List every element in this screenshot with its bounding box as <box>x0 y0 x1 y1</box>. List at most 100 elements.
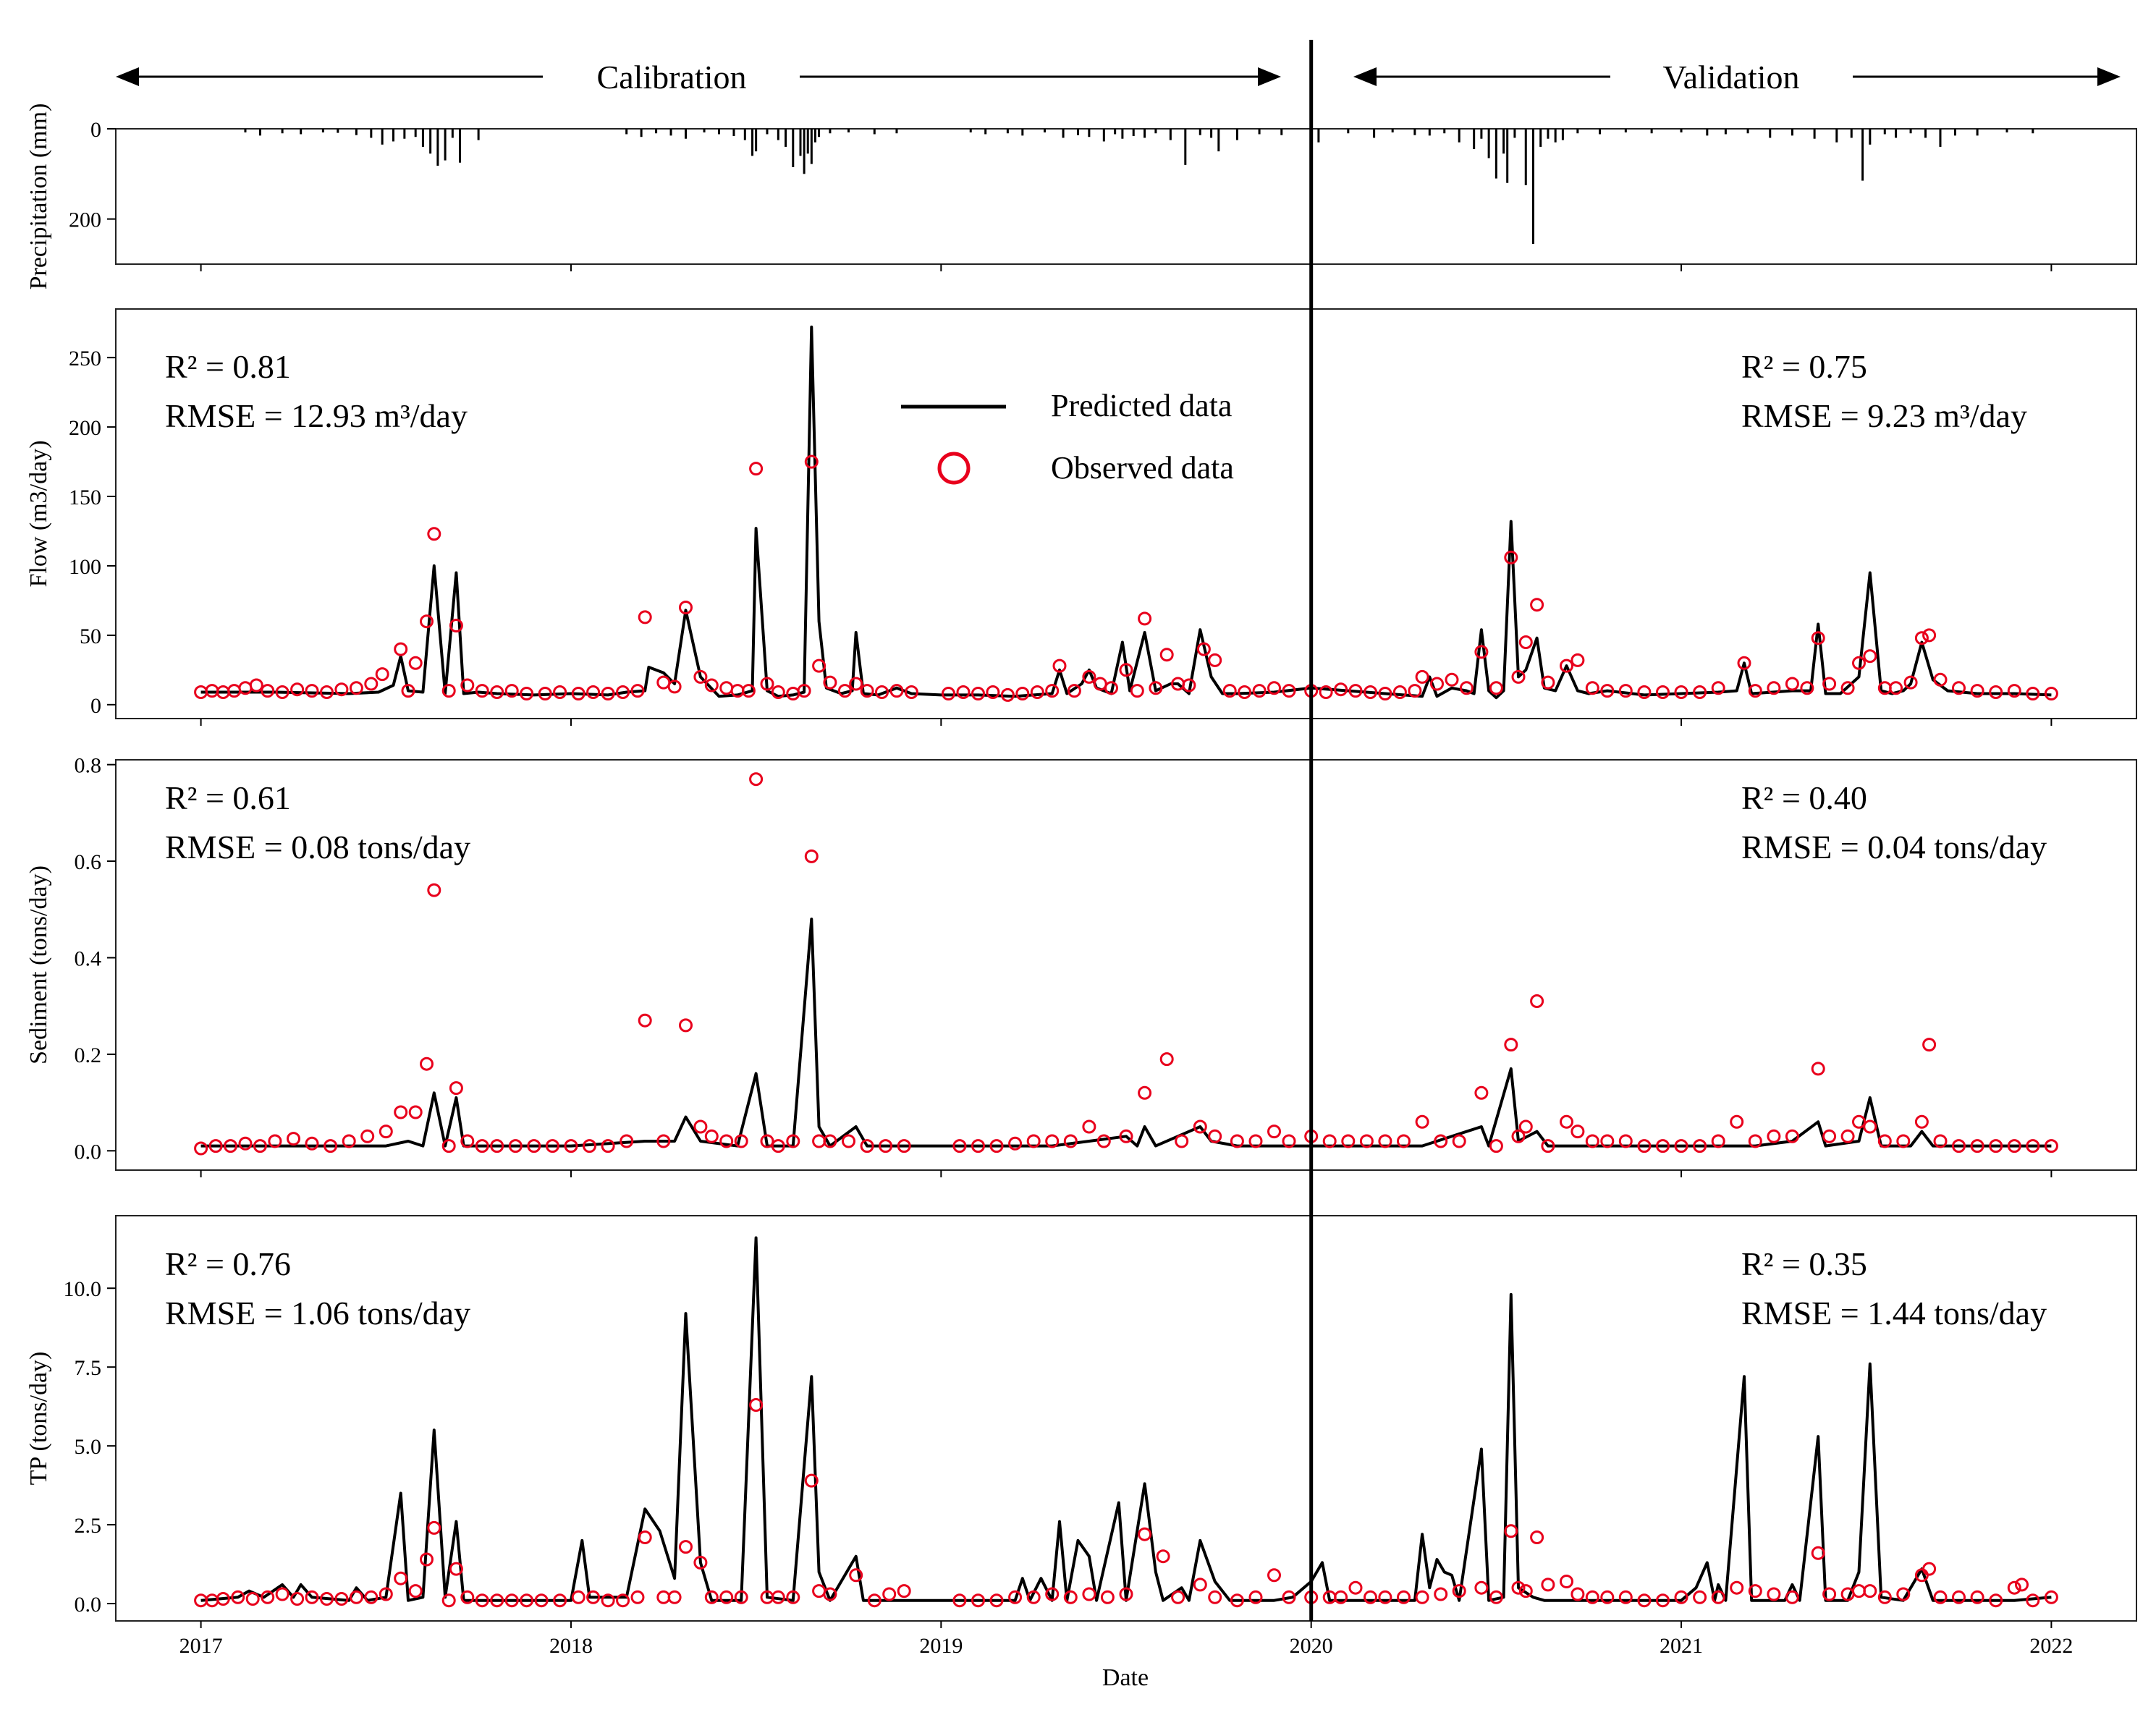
tp-observed-point <box>553 1593 567 1608</box>
sediment-observed-point <box>1896 1134 1911 1148</box>
tp-observed-point <box>1822 1587 1837 1601</box>
flow-observed-point <box>334 682 349 697</box>
sediment-frame <box>115 759 2137 1171</box>
flow-observed-point <box>1030 685 1044 699</box>
precip-y-label: Precipitation (mm) <box>25 103 52 290</box>
tp-observed-point <box>804 1473 819 1488</box>
sediment-observed-point <box>1359 1134 1374 1148</box>
flow-observed-point <box>693 669 708 684</box>
tp-observed-point <box>704 1590 719 1604</box>
tp-observed-point <box>1530 1530 1544 1544</box>
tp-ytick-label: 10.0 <box>64 1277 102 1301</box>
tp-observed-point <box>719 1590 734 1604</box>
tp-observed-point <box>1100 1590 1115 1604</box>
flow-observed-point <box>1811 631 1825 645</box>
tp-observed-point <box>1560 1575 1573 1588</box>
tp-observed-point <box>261 1590 275 1604</box>
flow-observed-point <box>638 610 652 624</box>
x-axis: 2017 2018 2019 2020 2021 2022 <box>179 1634 2073 1658</box>
flow-observed-point <box>1000 687 1015 702</box>
flow-observed-point <box>1348 684 1363 698</box>
tp-observed-point <box>379 1587 393 1601</box>
sediment-ytick-label: 0.4 <box>75 947 102 970</box>
sediment-observed-point <box>1970 1139 1984 1153</box>
sediment-observed-point <box>1693 1139 1707 1153</box>
x-tick-label: 2017 <box>179 1634 223 1658</box>
sediment-observed-point <box>601 1139 615 1153</box>
tp-observed-point <box>449 1562 463 1576</box>
tp-observed-point <box>1748 1584 1762 1598</box>
flow-observed-point <box>2026 687 2040 700</box>
flow-observed-point <box>520 687 534 700</box>
flow-observed-point <box>490 685 504 699</box>
flow-observed-point <box>760 677 774 691</box>
sediment-observed-point <box>342 1134 356 1148</box>
tp-observed-point <box>1045 1587 1060 1601</box>
tp-observed-point <box>734 1590 748 1604</box>
sediment-observed-point <box>1852 1114 1866 1129</box>
flow-observed-point <box>586 685 601 699</box>
flow-observed-point <box>1541 675 1555 690</box>
x-axis-label: Date <box>1102 1664 1149 1691</box>
period-header: Calibration Validation <box>116 59 2121 96</box>
sediment-observed-point <box>420 1056 434 1071</box>
flow-observed-point <box>971 687 985 700</box>
sediment-observed-point <box>287 1132 300 1146</box>
sediment-observed-point <box>583 1139 596 1153</box>
sediment-observed-point <box>1397 1134 1411 1148</box>
flow-observed-point <box>305 684 319 698</box>
sediment-observed-point <box>427 883 441 897</box>
tp-observed-point <box>667 1590 682 1604</box>
tp-observed-point <box>630 1590 645 1604</box>
sediment-observed-point <box>475 1139 489 1153</box>
sediment-observed-point <box>1452 1134 1466 1148</box>
tp-observed-point <box>1156 1549 1170 1564</box>
flow-observed-point <box>1511 669 1526 684</box>
tp-observed-point <box>290 1592 305 1606</box>
tp-observed-point <box>1348 1580 1363 1595</box>
precip-frame <box>115 128 2137 265</box>
flow-observed-point <box>1922 628 1937 643</box>
tp-observed-point <box>1952 1590 1966 1604</box>
tp-observed-point <box>771 1590 785 1604</box>
tp-observed-point <box>245 1592 260 1606</box>
sediment-predicted-line <box>200 918 2052 1148</box>
sediment-observed-point <box>2044 1139 2058 1153</box>
flow-observed-point <box>1952 681 1966 695</box>
sediment-observed-point <box>527 1139 541 1153</box>
sediment-observed-point <box>441 1139 456 1153</box>
flow-observed-point <box>656 675 671 690</box>
sediment-observed-point <box>208 1139 223 1153</box>
sediment-observed-point <box>379 1125 393 1139</box>
flow-observed-point <box>1737 656 1751 670</box>
tp-observed-point <box>882 1587 897 1601</box>
flow-observed-point <box>1914 631 1929 645</box>
flow-observed-point <box>401 684 415 698</box>
flow-observed-point <box>249 678 263 693</box>
sediment-observed-point <box>971 1139 985 1153</box>
tp-observed-point <box>1618 1590 1633 1604</box>
calibration-arrowhead-left <box>116 67 139 86</box>
sediment-observed-point <box>545 1139 559 1153</box>
tp-observed-point <box>638 1530 652 1544</box>
legend: Predicted data Observed data <box>901 388 1234 486</box>
flow-observed-point <box>2044 687 2058 700</box>
flow-observed-point <box>1222 684 1237 698</box>
flow-observed-point <box>427 527 441 541</box>
tp-observed-point <box>1378 1590 1392 1604</box>
flow-observed-point <box>320 685 334 699</box>
tp-observed-point <box>952 1593 967 1608</box>
tp-observed-point <box>1541 1578 1555 1592</box>
flow-observed-point <box>1989 685 2003 699</box>
sediment-observed-point <box>1600 1134 1615 1148</box>
sediment-observed-point <box>360 1129 375 1143</box>
tp-observed-point <box>1656 1593 1670 1608</box>
flow-observed-point <box>420 614 434 629</box>
flow-observed-point <box>460 678 475 693</box>
sediment-observed-point <box>1267 1125 1281 1139</box>
sediment-panel: 0.0 0.2 0.4 0.6 0.8 Sediment (tons/day) R² = 0… <box>25 754 2137 1177</box>
tp-observed-point <box>693 1555 708 1570</box>
tp-observed-point <box>656 1590 671 1604</box>
tp-observed-point <box>1896 1587 1911 1601</box>
flow-observed-point <box>1933 672 1948 687</box>
